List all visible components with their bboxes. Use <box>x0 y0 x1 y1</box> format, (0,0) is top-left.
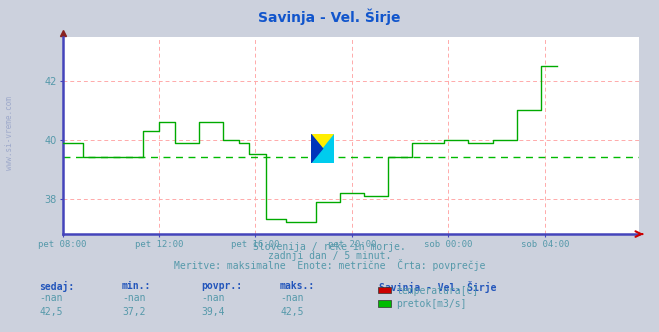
Text: -nan: -nan <box>40 293 63 303</box>
Text: -nan: -nan <box>122 293 146 303</box>
Polygon shape <box>311 134 334 163</box>
Text: Savinja - Vel. Širje: Savinja - Vel. Širje <box>258 8 401 25</box>
Text: 42,5: 42,5 <box>280 307 304 317</box>
Text: 37,2: 37,2 <box>122 307 146 317</box>
Text: zadnji dan / 5 minut.: zadnji dan / 5 minut. <box>268 251 391 261</box>
Text: www.si-vreme.com: www.si-vreme.com <box>5 96 14 170</box>
Text: Savinja - Vel. Širje: Savinja - Vel. Širje <box>379 281 496 292</box>
Polygon shape <box>311 134 334 163</box>
Text: maks.:: maks.: <box>280 281 315 290</box>
Text: Slovenija / reke in morje.: Slovenija / reke in morje. <box>253 242 406 252</box>
Text: Meritve: maksimalne  Enote: metrične  Črta: povprečje: Meritve: maksimalne Enote: metrične Črta… <box>174 259 485 271</box>
Text: 42,5: 42,5 <box>40 307 63 317</box>
Text: 39,4: 39,4 <box>201 307 225 317</box>
Text: min.:: min.: <box>122 281 152 290</box>
Text: -nan: -nan <box>280 293 304 303</box>
Text: sedaj:: sedaj: <box>40 281 74 291</box>
Text: pretok[m3/s]: pretok[m3/s] <box>396 299 467 309</box>
Text: -nan: -nan <box>201 293 225 303</box>
Text: temperatura[C]: temperatura[C] <box>396 286 478 296</box>
Text: povpr.:: povpr.: <box>201 281 242 290</box>
Polygon shape <box>311 134 323 163</box>
